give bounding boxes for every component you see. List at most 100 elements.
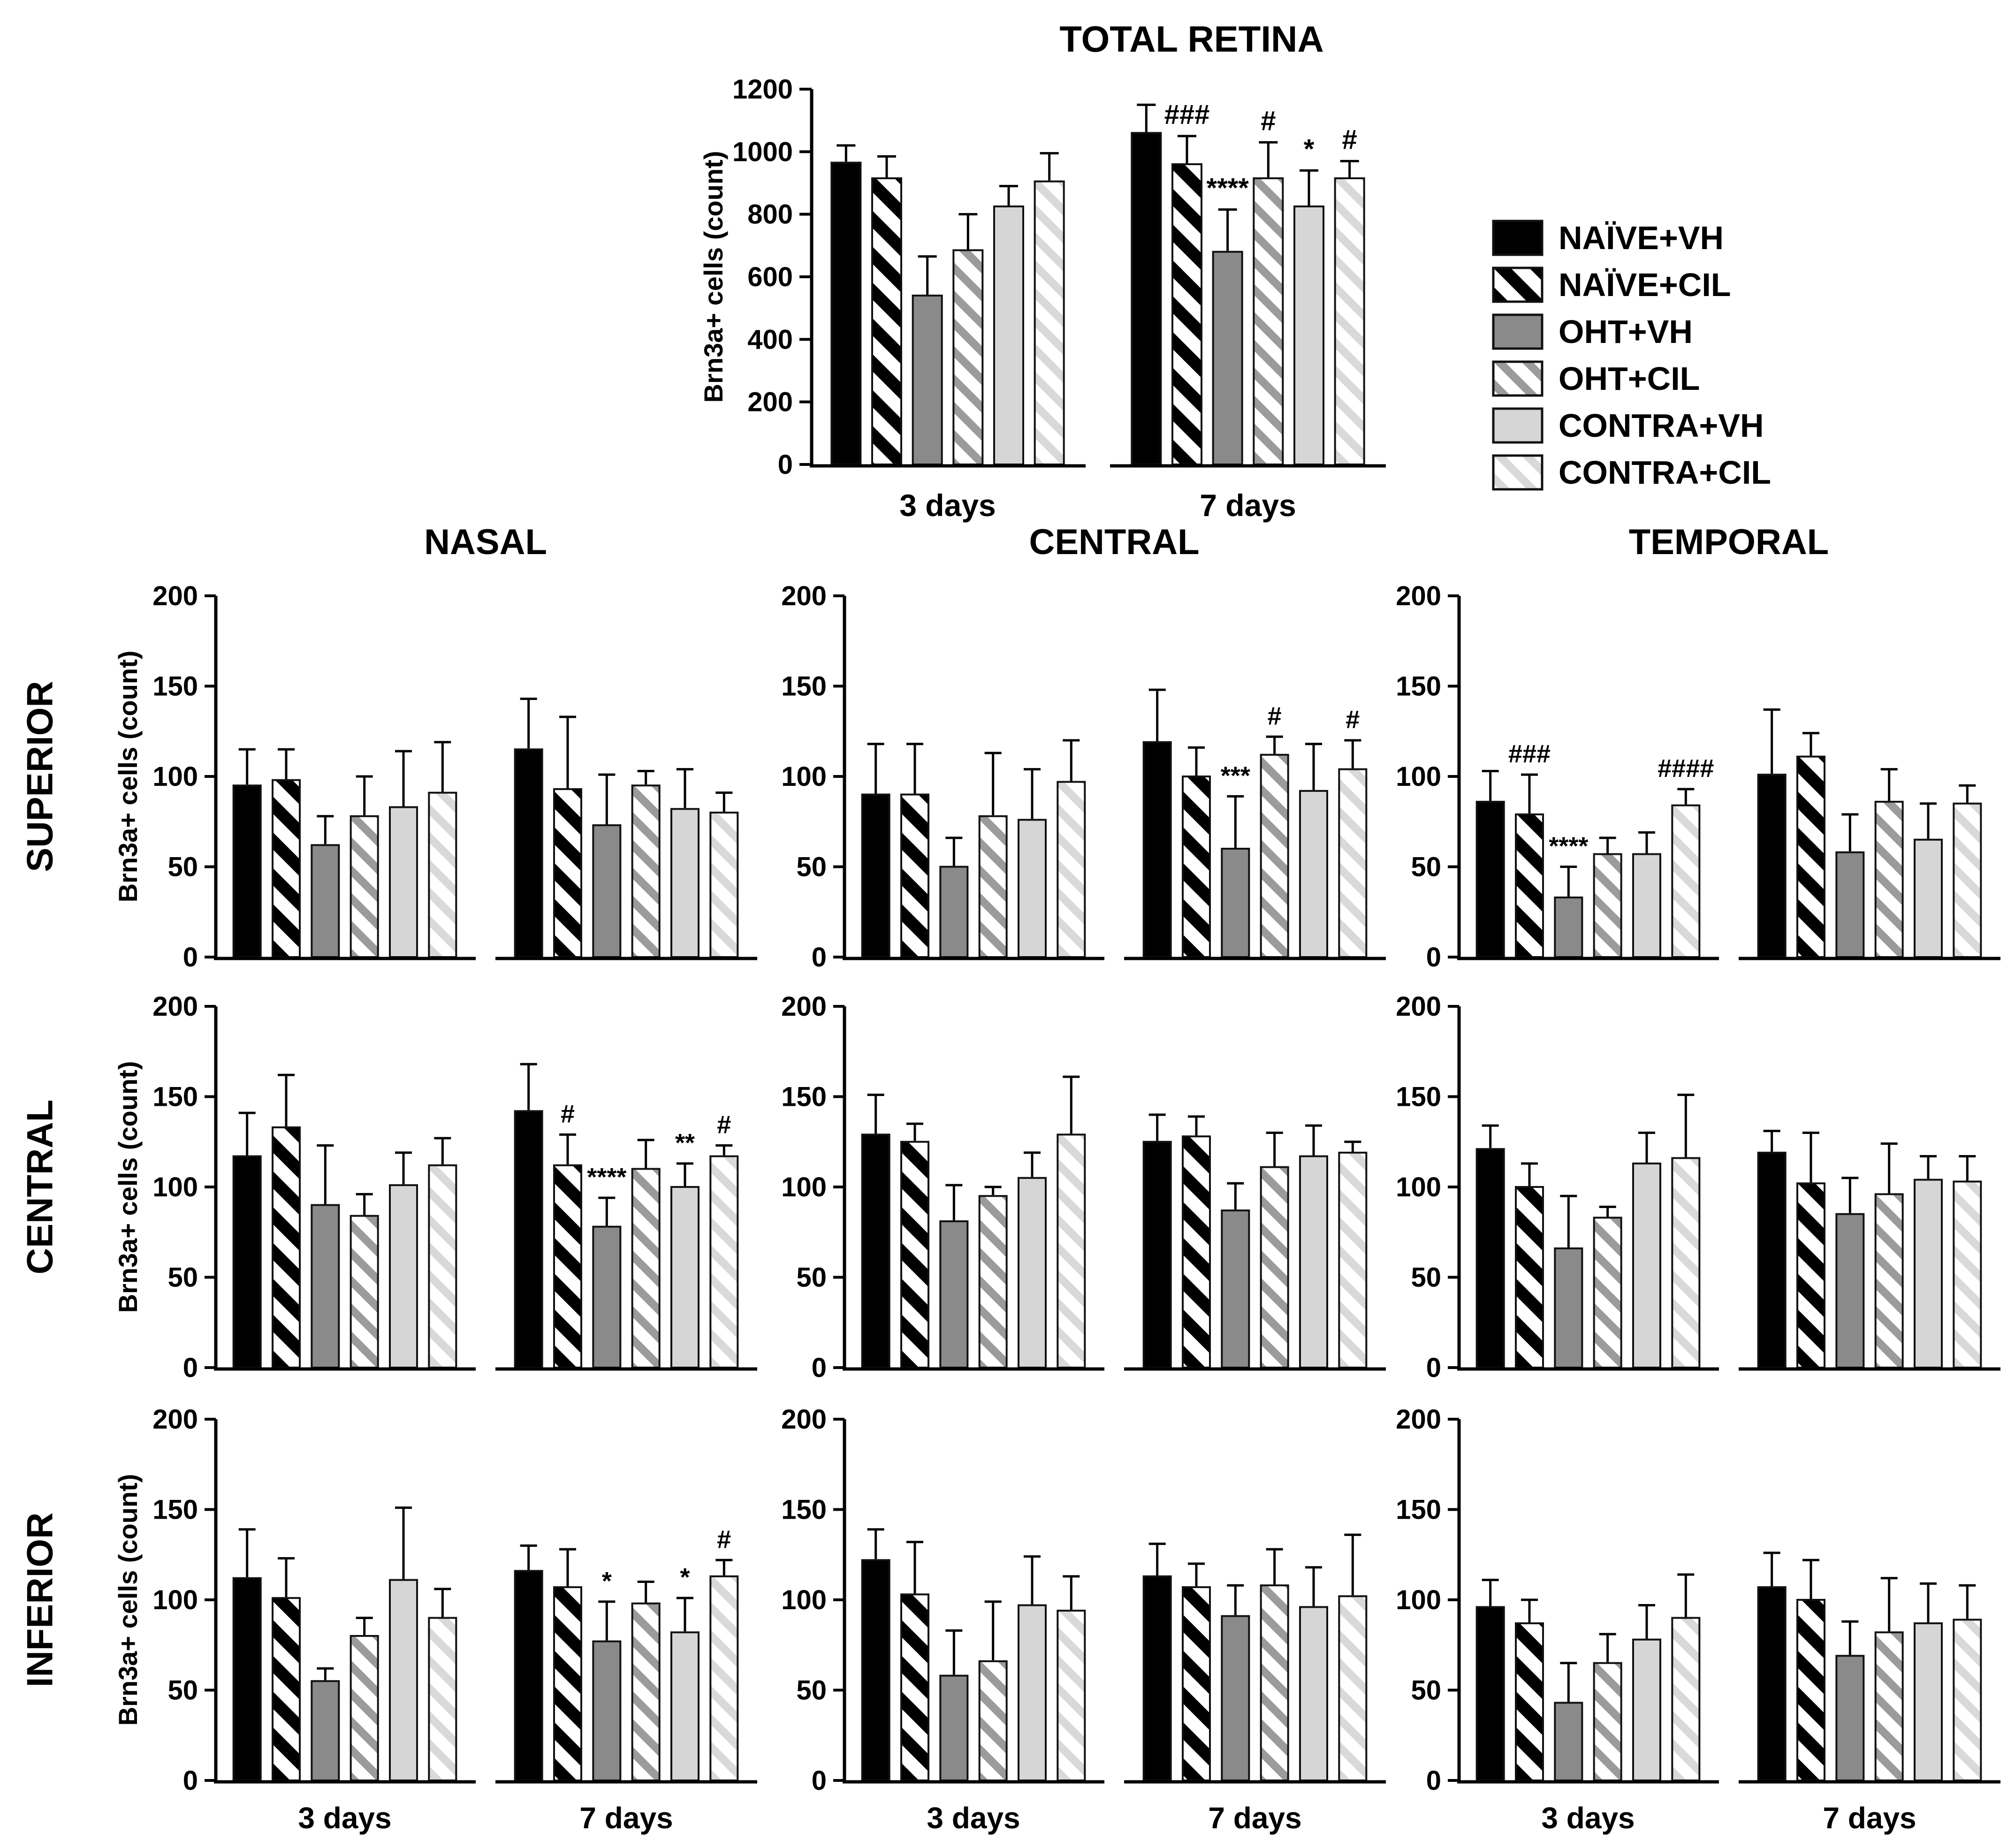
bar: [232, 1155, 262, 1369]
bar: [389, 1579, 418, 1781]
y-tick-label: 0: [812, 1353, 827, 1383]
bar: [978, 815, 1008, 958]
y-tick-label: 50: [1411, 852, 1441, 882]
bar: [1293, 205, 1324, 465]
bar: [389, 806, 418, 958]
legend-label: NAÏVE+VH: [1559, 220, 1724, 256]
significance-annotation: ****: [587, 1163, 626, 1191]
bar: [1953, 802, 1982, 958]
significance-annotation: ****: [1207, 173, 1249, 204]
bar: [1182, 776, 1211, 958]
y-tick-label: 200: [747, 387, 793, 418]
bar: [1171, 163, 1202, 465]
legend-item: NAÏVE+VH: [1492, 220, 1771, 256]
y-tick-label: 50: [167, 852, 198, 882]
significance-annotation: ###: [1508, 740, 1551, 768]
bar: [1338, 1595, 1368, 1781]
chart-inferior-temporal: 0 50 100 150 200 3 days 7 days: [1396, 1404, 2000, 1835]
row-label-inferior: INFERIOR: [19, 1512, 61, 1688]
bar: [514, 748, 543, 958]
y-tick-label: 50: [1411, 1262, 1441, 1293]
bar: [900, 1141, 929, 1369]
bar: [272, 779, 301, 958]
bar: [1796, 755, 1825, 958]
bar: [1018, 1177, 1047, 1369]
bar: [631, 1168, 661, 1369]
bar: [1475, 1606, 1505, 1781]
bar: [1338, 768, 1368, 958]
y-tick-label: 0: [812, 942, 827, 973]
bar: [1874, 1193, 1904, 1369]
bar: [1182, 1135, 1211, 1369]
y-tick-label: 200: [1396, 991, 1441, 1022]
bar: [670, 1631, 700, 1781]
bar: [1057, 1133, 1086, 1369]
bar: [1632, 1162, 1661, 1369]
bar: [1554, 896, 1583, 958]
bar: [1018, 819, 1047, 958]
y-tick-label: 150: [781, 1082, 827, 1112]
y-tick-label: 50: [796, 1675, 827, 1706]
y-tick-label: 200: [152, 581, 198, 611]
y-tick-label: 100: [1396, 1172, 1441, 1202]
bar: [1260, 1584, 1289, 1781]
bar: [1757, 1151, 1787, 1369]
significance-annotation: ****: [1549, 832, 1588, 860]
bar: [871, 177, 902, 465]
legend-label: OHT+VH: [1559, 313, 1693, 350]
bar: [1757, 774, 1787, 958]
bar: [978, 1195, 1008, 1369]
bar: [232, 1577, 262, 1781]
bar: [1260, 753, 1289, 958]
bar: [830, 161, 862, 465]
y-tick-label: 100: [781, 1172, 827, 1202]
y-tick-label: 0: [183, 1765, 198, 1796]
column-header-temporal: TEMPORAL: [1628, 522, 1829, 562]
bar: [311, 1204, 340, 1369]
bar: [1835, 1655, 1865, 1781]
bar: [1142, 1575, 1172, 1781]
bar: [1874, 1631, 1904, 1781]
legend-item: NAÏVE+CIL: [1492, 266, 1771, 303]
x-group-label: 3 days: [899, 488, 996, 523]
bar: [1475, 1148, 1505, 1369]
significance-annotation: #: [1261, 106, 1276, 136]
y-tick-label: 1000: [732, 137, 793, 167]
bar: [389, 1184, 418, 1369]
legend-item: OHT+CIL: [1492, 360, 1771, 397]
bar: [1253, 177, 1284, 465]
legend-label: CONTRA+VH: [1559, 407, 1764, 444]
legend-swatch-contra-vh-icon: [1492, 407, 1544, 444]
y-tick-label: 100: [781, 1585, 827, 1615]
bar: [1757, 1586, 1787, 1781]
bar: [553, 788, 582, 958]
bar: [350, 815, 379, 958]
y-axis-label: Brn3a+ cells (count): [699, 151, 728, 403]
y-tick-label: 200: [781, 991, 827, 1022]
y-tick-label: 50: [167, 1675, 198, 1706]
x-group-label: 7 days: [1208, 1801, 1301, 1835]
legend: NAÏVE+VH NAÏVE+CIL OHT+VH OHT+CIL CONTRA…: [1492, 220, 1771, 491]
bar: [1260, 1166, 1289, 1369]
significance-annotation: ###: [1164, 99, 1210, 130]
y-tick-label: 200: [152, 991, 198, 1022]
significance-annotation: #: [561, 1100, 575, 1128]
significance-annotation: #: [717, 1110, 731, 1139]
bar: [670, 1186, 700, 1369]
y-tick-label: 150: [781, 1495, 827, 1525]
bar: [952, 249, 984, 465]
significance-annotation: #: [717, 1525, 731, 1553]
bar: [1057, 1610, 1086, 1781]
bar: [1593, 1217, 1622, 1369]
bar: [1835, 1213, 1865, 1369]
y-tick-label: 400: [747, 324, 793, 355]
bar: [553, 1586, 582, 1781]
bar: [1835, 851, 1865, 958]
y-tick-label: 100: [152, 1585, 198, 1615]
bar: [311, 844, 340, 958]
bar: [1515, 1186, 1544, 1369]
column-header-nasal: NASAL: [424, 522, 547, 562]
x-group-label: 3 days: [298, 1801, 391, 1835]
y-tick-label: 200: [1396, 581, 1441, 611]
bar: [1554, 1247, 1583, 1369]
